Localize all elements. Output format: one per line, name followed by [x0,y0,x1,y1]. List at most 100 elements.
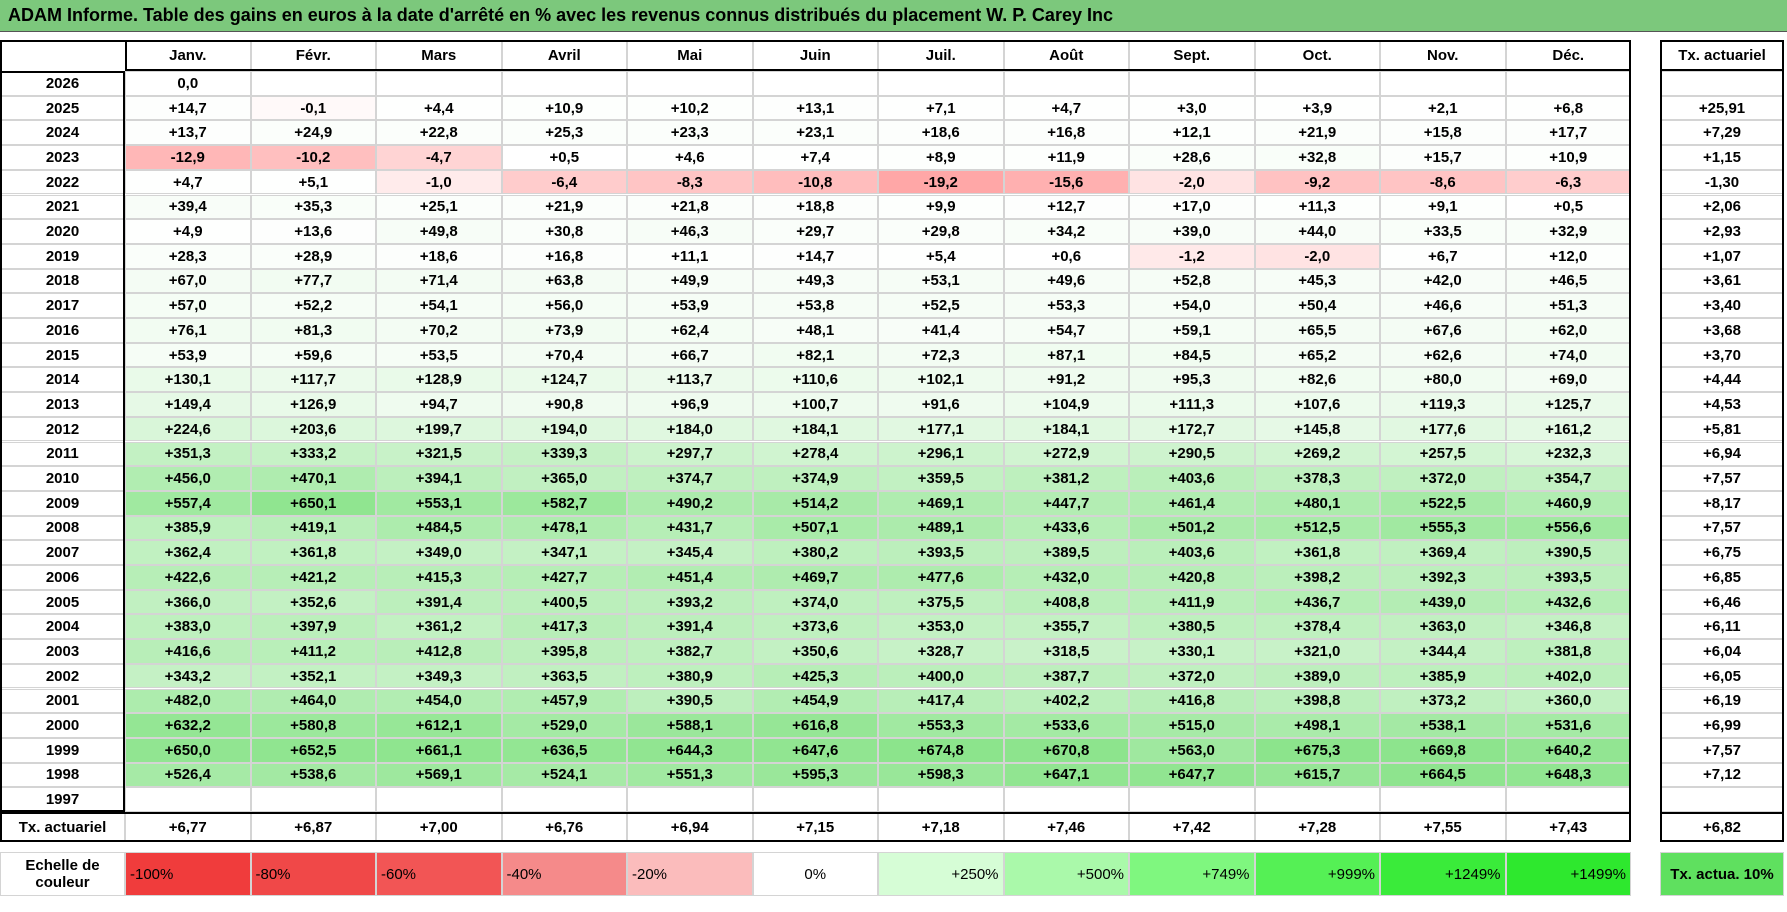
value-cell: +33,5 [1380,219,1506,244]
value-cell: +81,3 [250,318,376,343]
rate-cell: +7,12 [1660,762,1784,788]
value-cell: +44,0 [1254,219,1380,244]
value-cell: +489,1 [878,515,1004,541]
month-header: Janv. [125,40,251,70]
value-cell: +470,1 [250,466,376,491]
footer-cell: +7,15 [752,812,878,842]
year-cell: 1998 [0,762,125,788]
value-cell: -2,0 [1254,243,1380,269]
value-cell: +10,2 [627,95,753,121]
value-cell: +104,9 [1003,392,1129,417]
value-cell: +125,7 [1505,392,1631,417]
value-cell: +67,6 [1380,318,1506,343]
value-cell: +551,3 [627,762,753,788]
value-cell: +80,0 [1380,367,1506,393]
value-cell: +588,1 [627,713,753,738]
value-cell: +126,9 [250,392,376,417]
value-cell: +28,6 [1129,145,1255,170]
rate-cell [1660,71,1784,96]
month-header: Mars [376,40,502,70]
value-cell: +454,9 [752,688,878,714]
value-cell: +529,0 [501,713,627,738]
value-cell: +53,8 [752,293,878,318]
value-cell [1254,787,1380,812]
rate-cell: +6,11 [1660,614,1784,640]
rate-cell: +25,91 [1660,95,1784,121]
value-cell: +18,6 [376,243,502,269]
value-cell: +598,3 [878,762,1004,788]
value-cell: +119,3 [1380,392,1506,417]
value-cell [250,787,376,812]
rate-cell: +7,57 [1660,737,1784,763]
value-cell: +56,0 [501,293,627,318]
value-cell [250,71,376,96]
value-cell: +644,3 [627,737,753,763]
value-cell: +390,5 [1505,540,1631,565]
value-cell: 0,0 [125,71,251,96]
value-cell: +25,3 [501,120,627,146]
value-cell: +361,8 [1254,540,1380,565]
value-cell: +383,0 [125,614,251,640]
value-cell: +451,4 [627,565,753,590]
value-cell: +436,7 [1254,589,1380,615]
value-cell: +8,9 [878,145,1004,170]
month-header: Mai [627,40,753,70]
year-cell: 2016 [0,318,125,343]
year-cell: 2005 [0,589,125,615]
value-cell: +411,2 [250,639,376,664]
value-cell: +456,0 [125,466,251,491]
rate-cell: +6,05 [1660,663,1784,689]
footer-cell: +7,43 [1505,812,1631,842]
rate-cell: +7,57 [1660,515,1784,541]
value-cell: +16,8 [1003,120,1129,146]
rate-cell: +5,81 [1660,416,1784,442]
value-cell [752,787,878,812]
value-cell: +375,5 [878,589,1004,615]
value-cell: +4,4 [376,95,502,121]
value-cell: +420,8 [1129,565,1255,590]
value-cell: +272,9 [1003,441,1129,467]
value-cell: +22,8 [376,120,502,146]
value-cell: +354,7 [1505,466,1631,491]
value-cell: +5,1 [250,169,376,195]
value-cell: +15,8 [1380,120,1506,146]
value-cell: +391,4 [627,614,753,640]
value-cell: +145,8 [1254,416,1380,442]
value-cell: +107,6 [1254,392,1380,417]
value-cell: +71,4 [376,268,502,294]
value-cell [1129,787,1255,812]
value-cell: +53,1 [878,268,1004,294]
value-cell: +10,9 [501,95,627,121]
value-cell: +397,9 [250,614,376,640]
value-cell: -10,8 [752,169,878,195]
legend-swatch: +250% [878,852,1004,896]
value-cell: +96,9 [627,392,753,417]
value-cell: -1,2 [1129,243,1255,269]
value-cell: +77,7 [250,268,376,294]
year-cell: 2018 [0,268,125,294]
value-cell [125,787,251,812]
value-cell: +419,1 [250,515,376,541]
value-cell: +461,4 [1129,490,1255,516]
value-cell: +269,2 [1254,441,1380,467]
value-cell: +352,1 [250,663,376,689]
month-header: Août [1003,40,1129,70]
footer-cell: +7,00 [376,812,502,842]
year-cell: 2010 [0,466,125,491]
value-cell: +392,3 [1380,565,1506,590]
value-cell: +7,1 [878,95,1004,121]
value-cell: +652,5 [250,737,376,763]
value-cell: +387,7 [1003,663,1129,689]
value-cell: +372,0 [1380,466,1506,491]
value-cell: +21,8 [627,194,753,220]
value-cell: +380,5 [1129,614,1255,640]
year-cell: 2011 [0,441,125,467]
value-cell: +41,4 [878,318,1004,343]
value-cell [1129,71,1255,96]
value-cell: +49,6 [1003,268,1129,294]
value-cell: +232,3 [1505,441,1631,467]
title: ADAM Informe. Table des gains en euros à… [0,0,1787,32]
value-cell: +395,8 [501,639,627,664]
value-cell [376,71,502,96]
